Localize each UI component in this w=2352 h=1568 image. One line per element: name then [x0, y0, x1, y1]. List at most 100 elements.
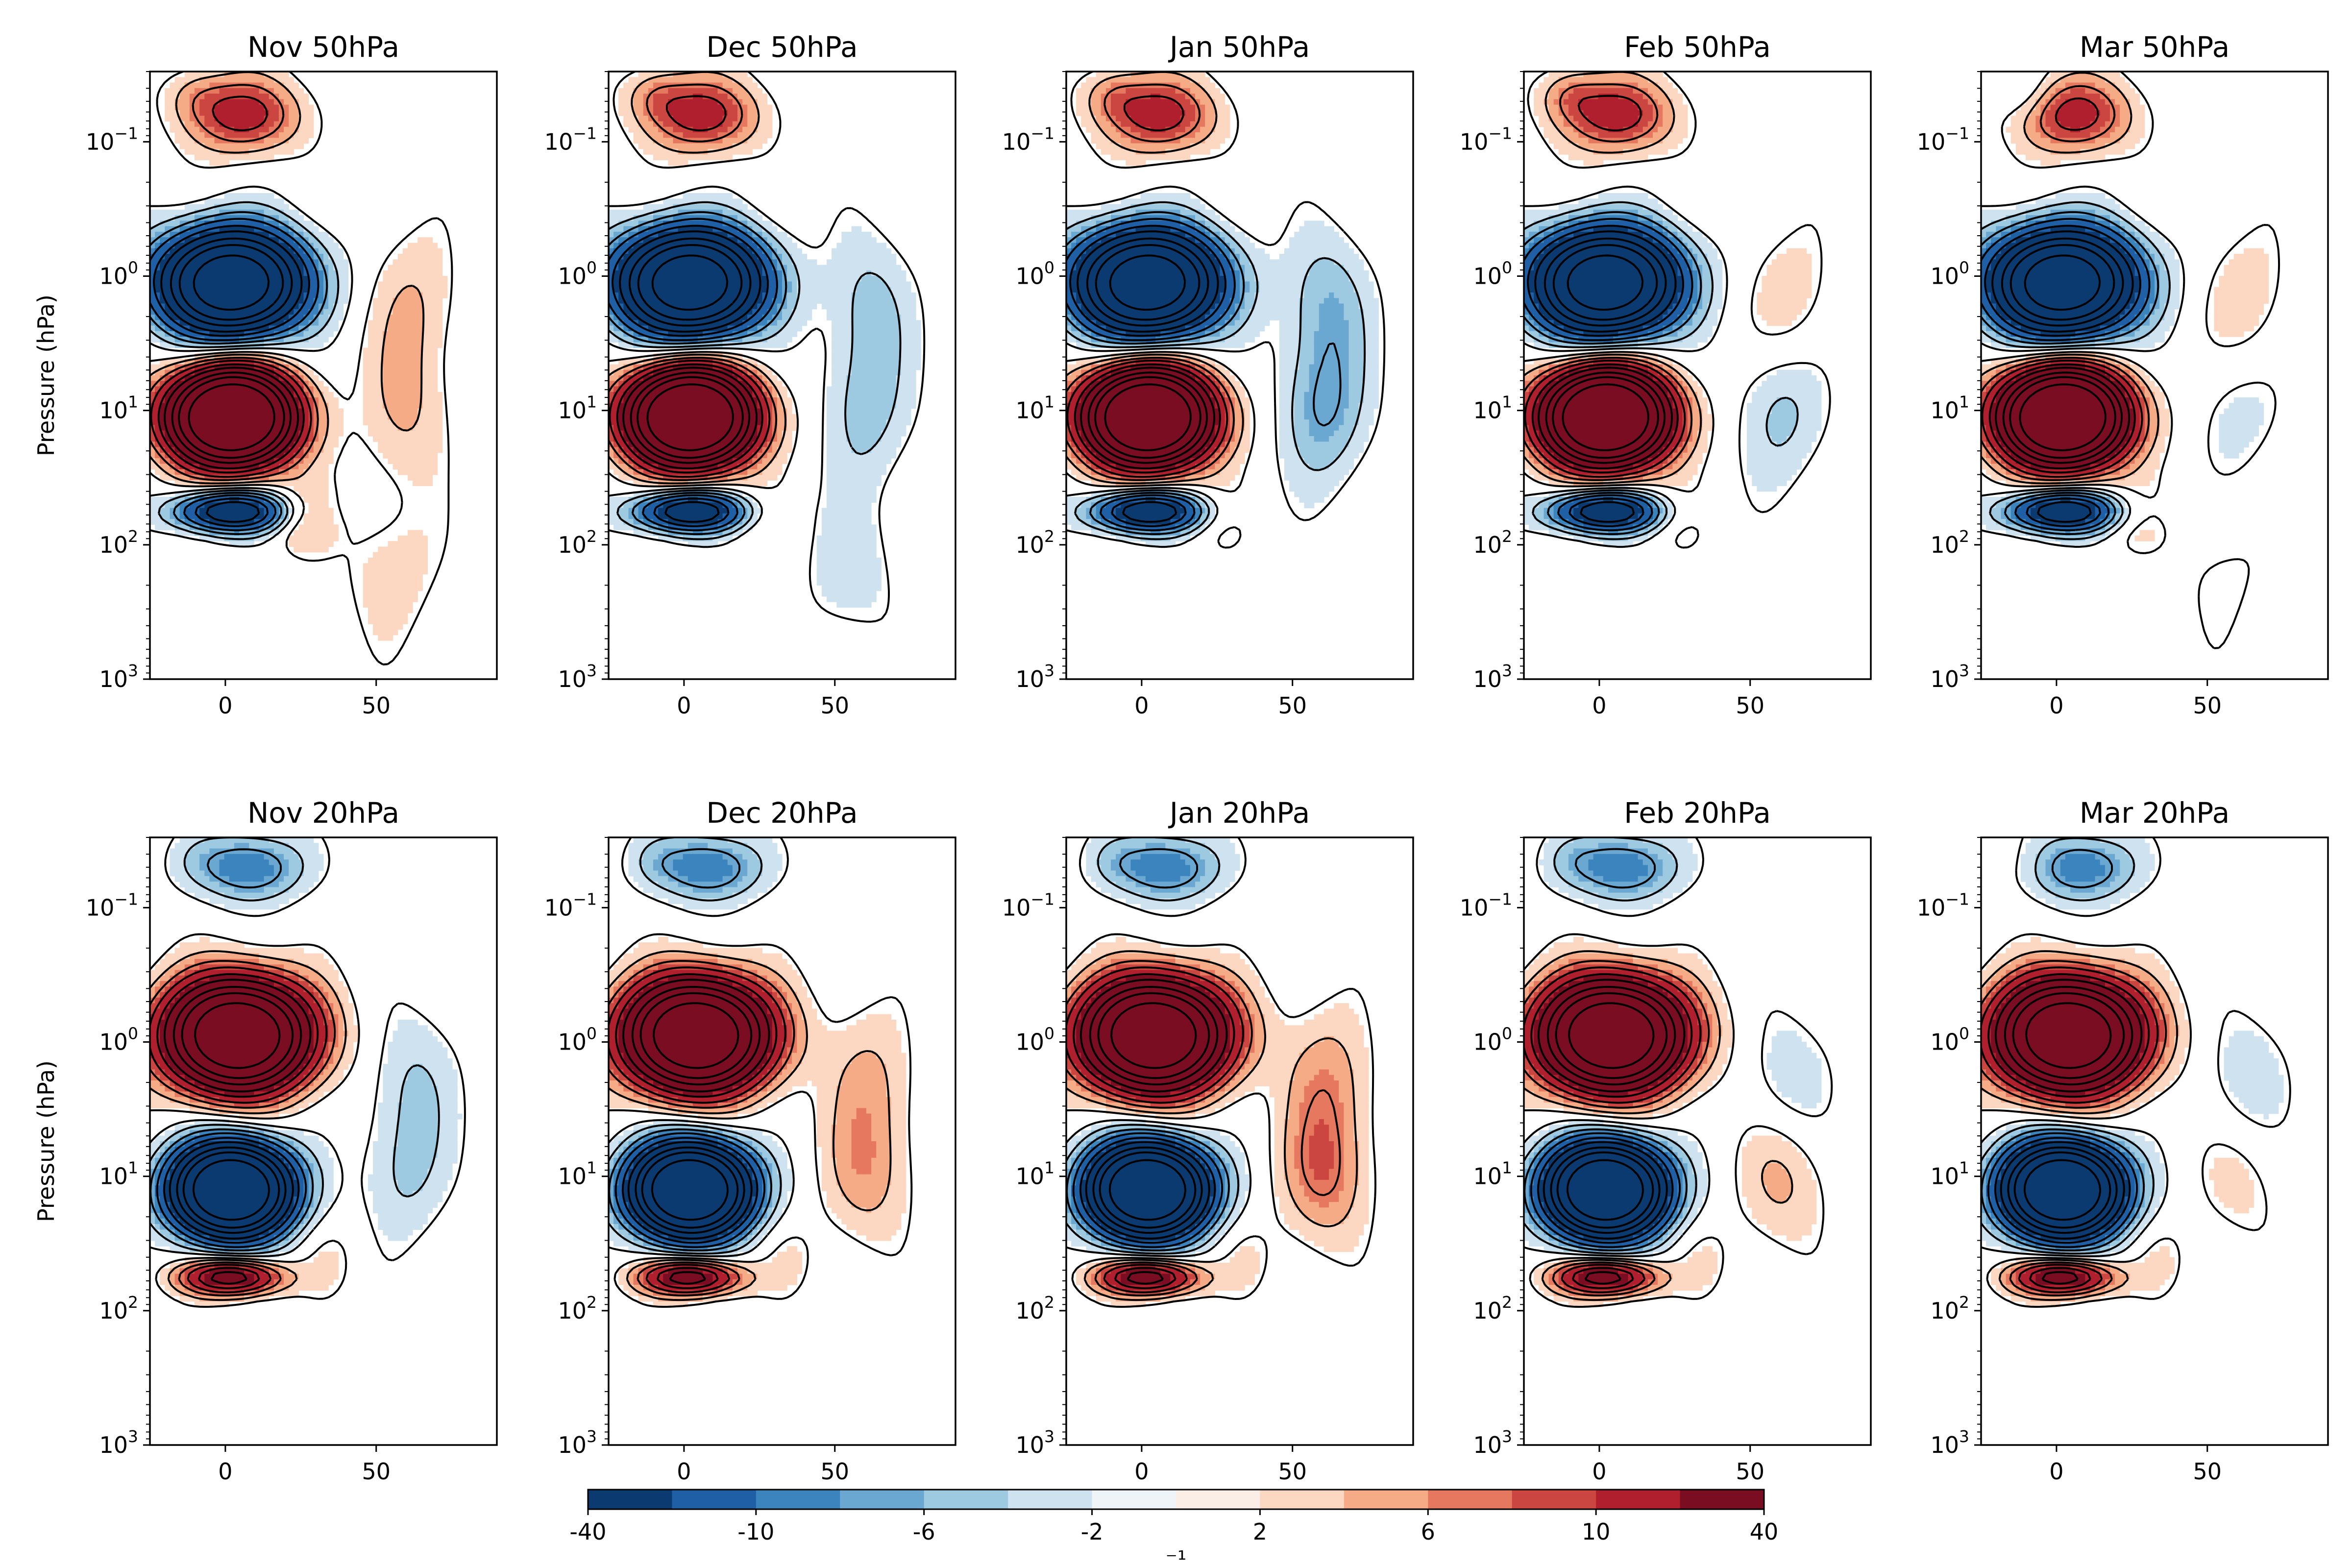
heatmap-cell: [633, 276, 639, 282]
heatmap-cell: [224, 88, 230, 94]
heatmap-cell: [254, 138, 260, 144]
heatmap-cell: [323, 408, 329, 415]
heatmap-cell: [239, 474, 245, 481]
heatmap-cell: [229, 392, 235, 398]
heatmap-cell: [807, 303, 812, 310]
heatmap-cell: [668, 88, 674, 94]
heatmap-cell: [184, 397, 190, 403]
heatmap-cell: [777, 320, 783, 326]
heatmap-cell: [279, 369, 284, 376]
heatmap-cell: [388, 331, 393, 337]
heatmap-cell: [289, 508, 294, 514]
heatmap-cell: [437, 303, 443, 310]
heatmap-cell: [303, 458, 309, 464]
heatmap-cell: [757, 298, 763, 304]
heatmap-cell: [269, 193, 274, 199]
heatmap-cell: [658, 309, 663, 315]
heatmap-cell: [209, 392, 215, 398]
heatmap-cell: [623, 209, 629, 216]
heatmap-cell: [313, 386, 319, 392]
heatmap-cell: [219, 154, 225, 160]
heatmap-cell: [388, 425, 393, 431]
heatmap-cell: [609, 243, 614, 249]
heatmap-cell: [254, 254, 260, 260]
heatmap-cell: [244, 386, 249, 392]
heatmap-cell: [298, 259, 304, 266]
heatmap-cell: [717, 132, 723, 138]
heatmap-cell: [708, 94, 713, 99]
heatmap-cell: [284, 458, 289, 464]
heatmap-cell: [732, 116, 738, 122]
heatmap-cell: [229, 287, 235, 293]
heatmap-cell: [254, 337, 260, 343]
heatmap-cell: [742, 259, 748, 266]
heatmap-cell: [383, 315, 389, 320]
heatmap-cell: [273, 441, 279, 448]
heatmap-cell: [417, 237, 423, 244]
heatmap-cell: [906, 298, 911, 304]
heatmap-cell: [264, 148, 270, 155]
heatmap-cell: [174, 419, 180, 426]
heatmap-cell: [413, 585, 418, 591]
heatmap-cell: [229, 315, 235, 320]
heatmap-cell: [259, 425, 265, 431]
heatmap-cell: [264, 126, 270, 133]
heatmap-cell: [851, 254, 857, 260]
heatmap-cell: [727, 315, 733, 320]
heatmap-cell: [388, 347, 393, 354]
heatmap-cell: [402, 563, 408, 569]
heatmap-cell: [189, 430, 195, 437]
heatmap-cell: [653, 99, 659, 105]
heatmap-cell: [303, 414, 309, 420]
heatmap-cell: [698, 204, 703, 210]
heatmap-cell: [318, 403, 324, 409]
heatmap-cell: [378, 303, 383, 310]
heatmap-cell: [294, 303, 299, 310]
heatmap-cell: [821, 265, 827, 271]
heatmap-cell: [279, 452, 284, 459]
heatmap-cell: [363, 375, 368, 381]
heatmap-cell: [264, 414, 270, 420]
heatmap-cell: [155, 381, 160, 387]
heatmap-cell: [209, 419, 215, 426]
heatmap-cell: [757, 88, 763, 94]
heatmap-cell: [219, 292, 225, 298]
heatmap-cell: [417, 359, 423, 365]
heatmap-cell: [165, 447, 170, 453]
heatmap-cell: [284, 392, 289, 398]
heatmap-cell: [289, 220, 294, 227]
heatmap-cell: [767, 116, 773, 122]
heatmap-cell: [856, 254, 862, 260]
heatmap-cell: [378, 359, 383, 365]
heatmap-cell: [308, 381, 314, 387]
heatmap-cell: [298, 315, 304, 320]
heatmap-cell: [284, 99, 289, 105]
heatmap-cell: [219, 502, 225, 509]
heatmap-cell: [816, 287, 822, 293]
heatmap-cell: [747, 298, 753, 304]
heatmap-cell: [757, 259, 763, 266]
heatmap-cell: [189, 337, 195, 343]
heatmap-cell: [323, 254, 329, 260]
heatmap-cell: [668, 254, 674, 260]
heatmap-cell: [308, 259, 314, 266]
heatmap-cell: [195, 276, 200, 282]
heatmap-cell: [269, 298, 274, 304]
heatmap-cell: [762, 138, 768, 144]
heatmap-cell: [712, 276, 718, 282]
heatmap-cell: [328, 397, 334, 403]
heatmap-cell: [727, 82, 733, 89]
heatmap-cell: [901, 309, 906, 315]
heatmap-cell: [407, 265, 413, 271]
heatmap-cell: [633, 309, 639, 315]
heatmap-cell: [417, 276, 423, 282]
heatmap-cell: [752, 82, 758, 89]
heatmap-cell: [195, 375, 200, 381]
heatmap-cell: [792, 303, 797, 310]
heatmap-cell: [802, 287, 808, 293]
heatmap-cell: [747, 209, 753, 216]
heatmap-cell: [269, 430, 274, 437]
heatmap-cell: [378, 425, 383, 431]
heatmap-cell: [402, 585, 408, 591]
heatmap-cell: [165, 436, 170, 442]
